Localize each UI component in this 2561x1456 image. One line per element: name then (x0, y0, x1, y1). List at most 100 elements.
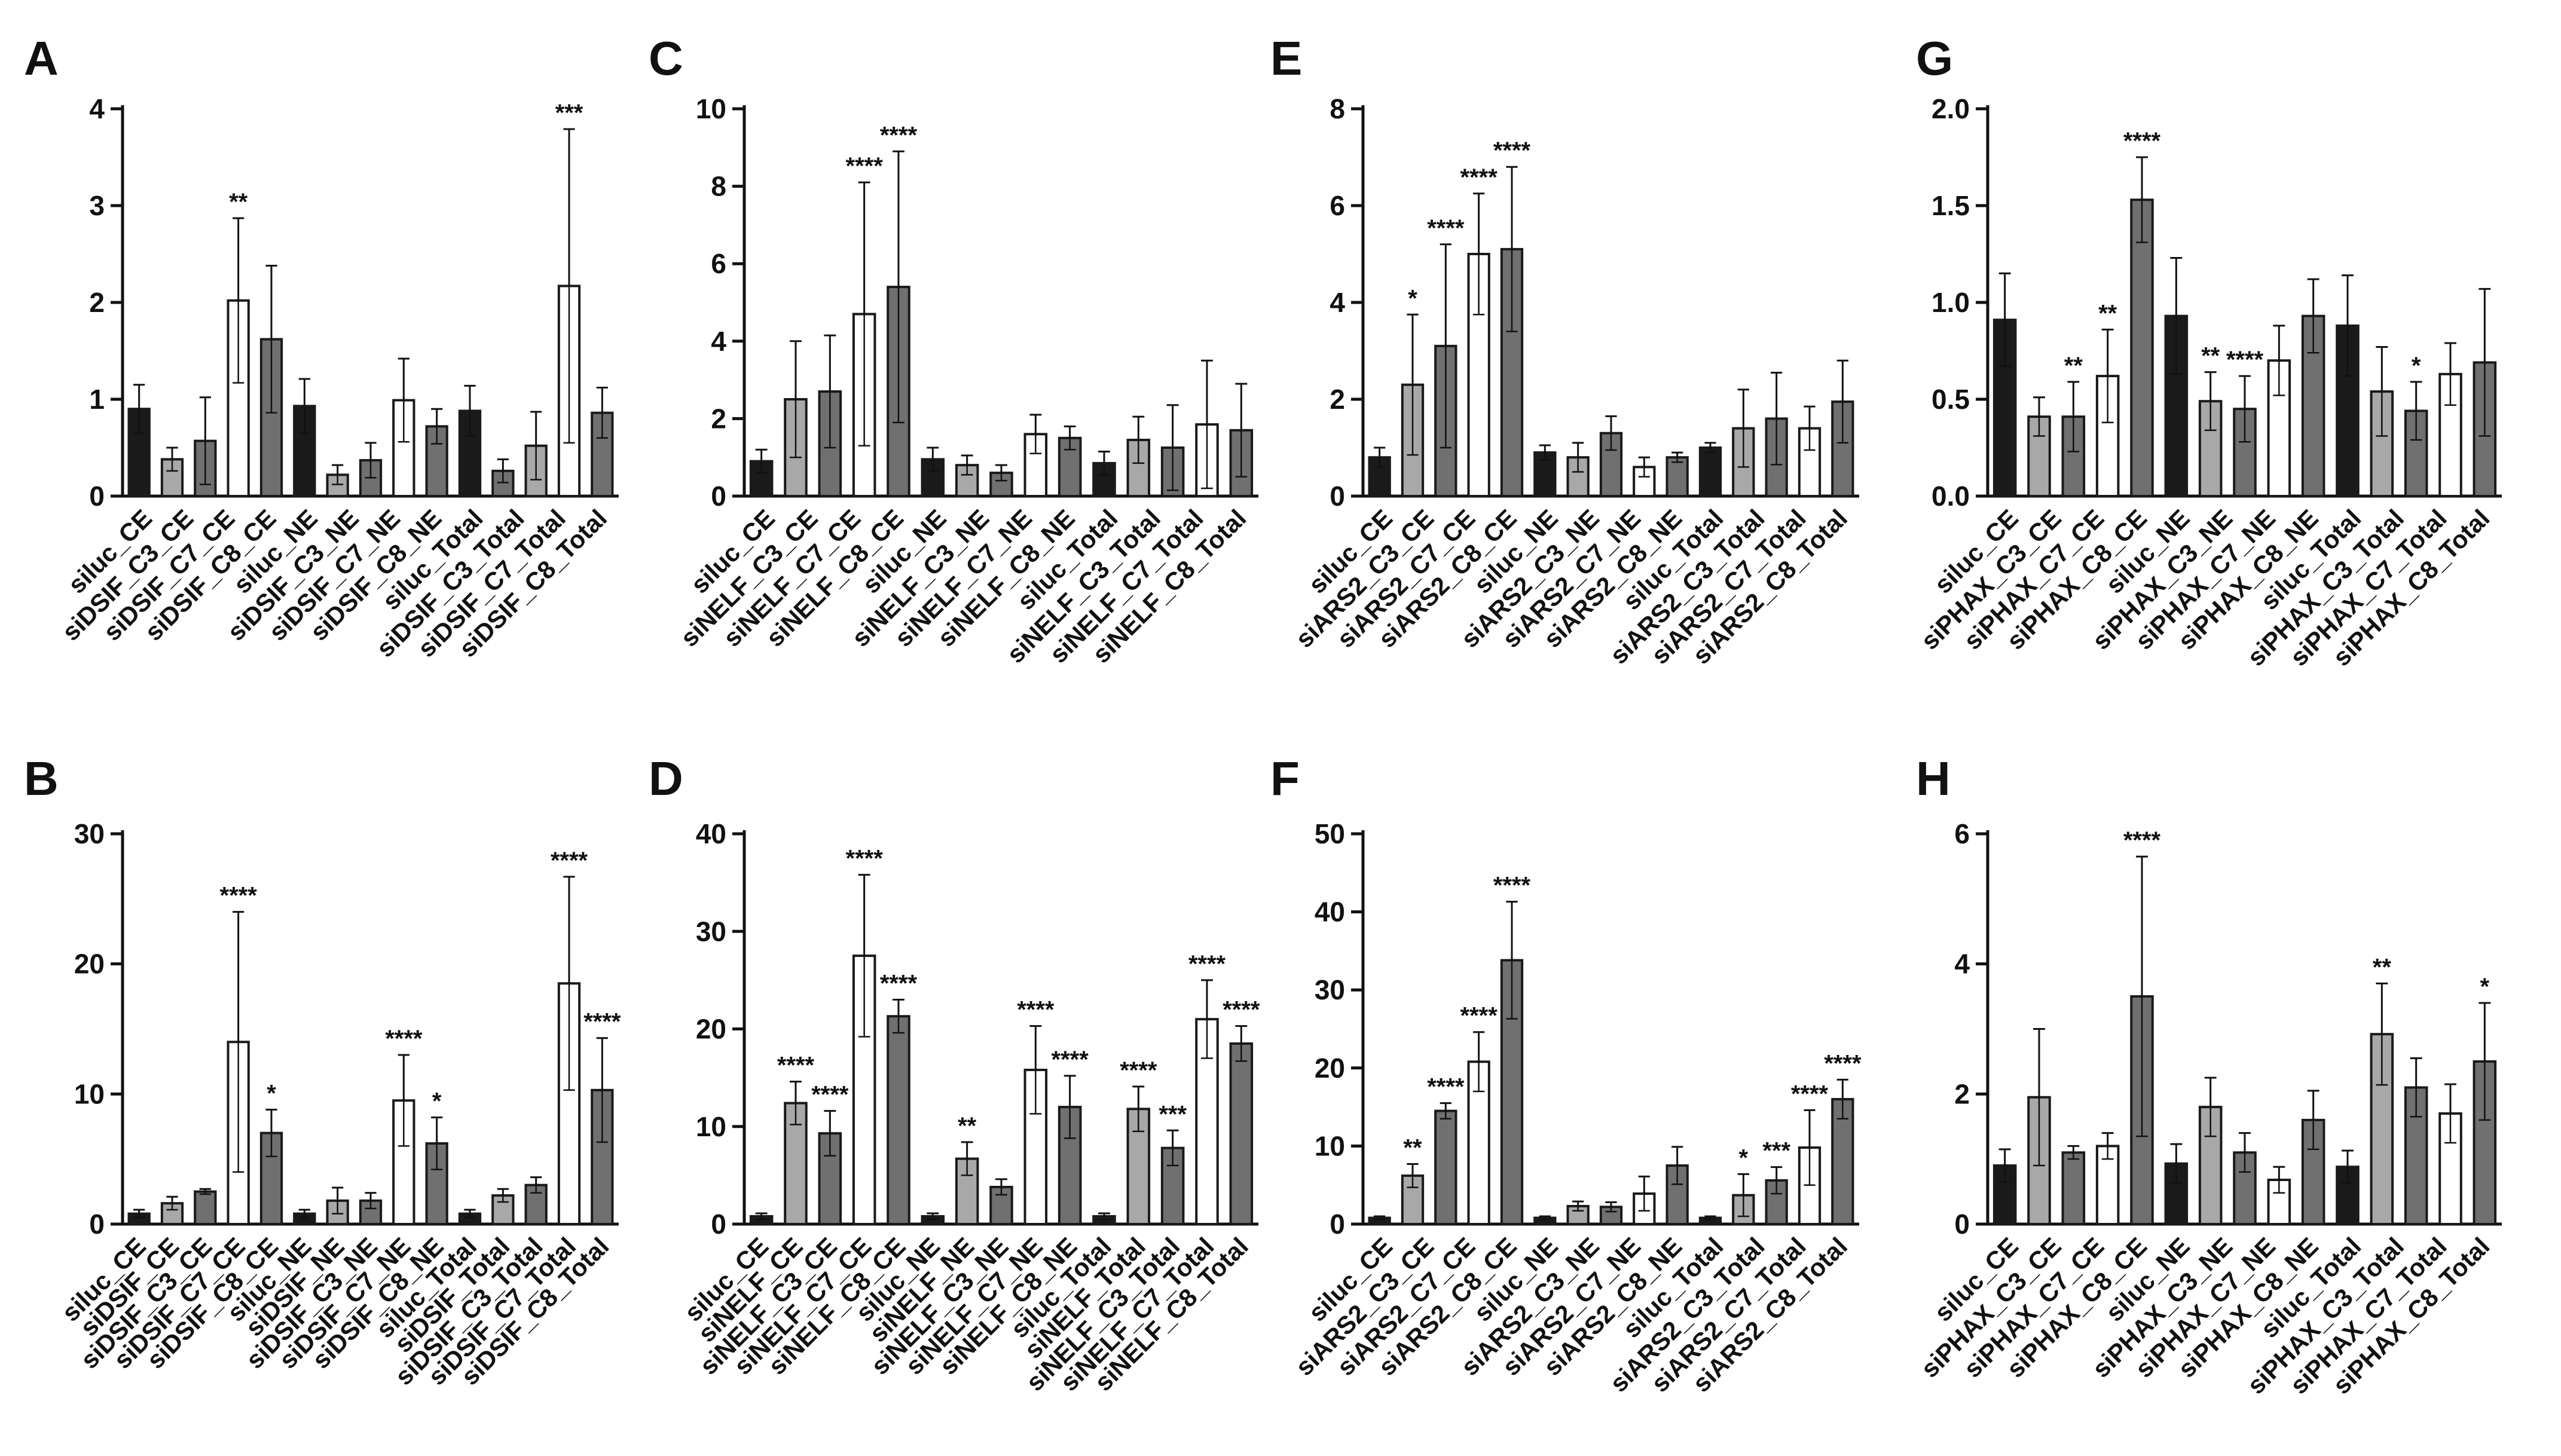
significance-label: **** (1120, 1057, 1157, 1084)
significance-label: **** (846, 153, 884, 179)
significance-label: **** (1460, 164, 1498, 191)
bar (2061, 1151, 2086, 1225)
significance-label: ** (2201, 343, 2220, 369)
significance-label: **** (583, 1009, 621, 1035)
significance-label: * (1739, 1145, 1749, 1171)
y-tick-label: 4 (89, 93, 105, 124)
panel-letter-E: E (1270, 32, 1302, 85)
bar (1992, 1164, 2017, 1226)
significance-label: * (1408, 285, 1417, 311)
y-tick-label: 1 (89, 384, 105, 415)
significance-label: ** (1403, 1134, 1422, 1161)
y-tick-label: 50 (1315, 818, 1345, 849)
y-tick-label: 10 (696, 93, 726, 124)
significance-label: ** (958, 1113, 977, 1139)
significance-label: *** (555, 100, 583, 126)
significance-label: * (2480, 974, 2490, 1000)
y-tick-label: 1.0 (1932, 287, 1970, 318)
significance-label: ** (2064, 353, 2083, 379)
y-tick-label: 10 (74, 1078, 105, 1109)
panel-E: E02468*************siluc_CEsiARS2_C3_CEs… (1270, 32, 1859, 669)
y-tick-label: 20 (74, 949, 105, 980)
significance-label: **** (220, 883, 258, 909)
significance-label: **** (846, 846, 884, 872)
bar (1698, 446, 1722, 497)
y-tick-label: 0 (711, 481, 726, 512)
panel-letter-D: D (649, 752, 683, 805)
significance-label: ** (229, 189, 248, 215)
significance-label: **** (777, 1053, 815, 1079)
significance-label: **** (880, 971, 918, 997)
significance-label: ** (2373, 954, 2392, 980)
bar (194, 1190, 217, 1226)
y-tick-label: 6 (711, 248, 726, 279)
y-tick-label: 40 (1315, 897, 1345, 928)
significance-label: * (432, 1088, 442, 1115)
y-tick-label: 4 (711, 326, 726, 357)
y-tick-label: 40 (696, 818, 726, 849)
bar (359, 1199, 383, 1225)
significance-label: **** (1427, 1074, 1465, 1100)
significance-label: ** (2098, 300, 2117, 326)
y-tick-label: 4 (1954, 949, 1970, 980)
y-tick-label: 1.5 (1932, 190, 1970, 221)
significance-label: **** (2123, 128, 2161, 154)
y-tick-label: 2 (1954, 1078, 1970, 1109)
significance-label: **** (880, 122, 918, 148)
y-tick-label: 30 (1315, 974, 1345, 1005)
significance-label: **** (1017, 997, 1055, 1023)
significance-label: **** (2226, 347, 2264, 373)
bar (1434, 1109, 1457, 1225)
panel-letter-G: G (1916, 32, 1953, 85)
bar (491, 469, 515, 498)
y-tick-label: 2 (711, 403, 726, 434)
y-tick-label: 10 (1315, 1130, 1345, 1161)
significance-label: **** (1460, 1003, 1498, 1029)
bar (1229, 1042, 1254, 1226)
significance-label: * (267, 1080, 276, 1106)
y-tick-label: 0 (89, 1209, 105, 1240)
y-tick-label: 3 (89, 190, 105, 221)
significance-label: *** (1159, 1101, 1187, 1127)
y-tick-label: 4 (1330, 287, 1345, 318)
significance-label: **** (1427, 215, 1465, 241)
significance-label: **** (1188, 951, 1226, 977)
bar (1665, 456, 1689, 498)
significance-label: **** (811, 1082, 849, 1108)
y-tick-label: 0 (89, 481, 105, 512)
y-tick-label: 8 (1330, 93, 1345, 124)
y-tick-label: 0 (1330, 481, 1345, 512)
significance-label: **** (1493, 873, 1531, 899)
bar (2404, 1086, 2428, 1225)
y-tick-label: 0.0 (1932, 481, 1970, 512)
y-tick-label: 2.0 (1932, 93, 1970, 124)
significance-label: * (2412, 353, 2421, 379)
significance-label: **** (551, 848, 588, 874)
panel-B: B0102030******************siluc_CEsiDSIF… (24, 752, 621, 1391)
significance-label: **** (1824, 1050, 1862, 1076)
significance-label: **** (1493, 137, 1531, 164)
panel-letter-C: C (649, 32, 683, 85)
y-tick-label: 0 (1954, 1209, 1970, 1240)
y-tick-label: 30 (696, 916, 726, 947)
y-tick-label: 2 (89, 287, 105, 318)
bar (259, 338, 283, 497)
panel-letter-B: B (24, 752, 59, 805)
y-tick-label: 10 (696, 1111, 726, 1142)
bar (2336, 324, 2360, 497)
panel-G: G0.00.51.01.52.0********** **** *siluc_CEs… (1915, 32, 2502, 671)
panel-A: A01234*****siluc_CEsiDSIF_C3_CEsiDSIF_C7… (24, 32, 619, 663)
y-tick-label: 2 (1330, 384, 1345, 415)
y-tick-label: 6 (1954, 818, 1970, 849)
panel-letter-A: A (24, 32, 59, 85)
significance-label: **** (1052, 1047, 1089, 1073)
panel-letter-F: F (1270, 752, 1300, 805)
y-tick-label: 6 (1330, 190, 1345, 221)
y-tick-label: 0.5 (1932, 384, 1970, 415)
panel-letter-H: H (1916, 752, 1951, 805)
